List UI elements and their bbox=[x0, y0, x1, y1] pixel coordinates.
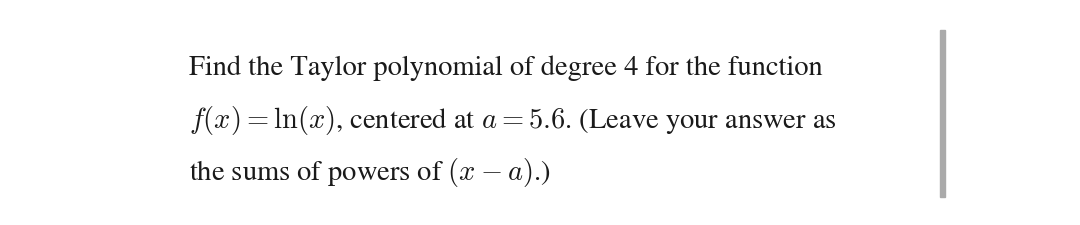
Text: Find the Taylor polynomial of degree 4 for the function: Find the Taylor polynomial of degree 4 f… bbox=[189, 56, 823, 81]
Text: the sums of powers of $(x - a)$.): the sums of powers of $(x - a)$.) bbox=[189, 156, 551, 189]
Bar bbox=[941, 30, 945, 197]
Text: $f(x) = \mathrm{ln}(x)$, centered at $a = 5.6$. (Leave your answer as: $f(x) = \mathrm{ln}(x)$, centered at $a … bbox=[189, 104, 837, 137]
